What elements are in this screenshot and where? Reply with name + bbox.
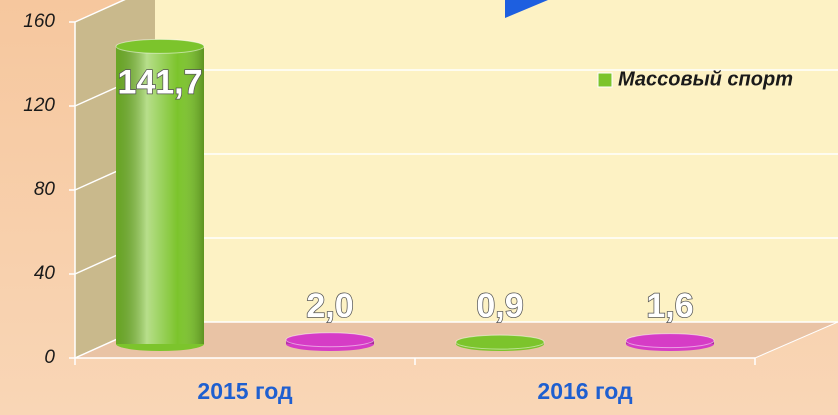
- callout-pointer: [505, 0, 548, 18]
- legend-label: Массовый спорт: [618, 68, 793, 90]
- y-tick-label: 120: [23, 95, 55, 116]
- y-tick-label: 80: [34, 179, 56, 200]
- value-label: 141,7: [117, 63, 202, 101]
- y-tick-label: 40: [34, 263, 56, 284]
- y-tick-label: 0: [44, 347, 55, 368]
- value-label: 0,9: [476, 287, 523, 325]
- back-wall: [155, 0, 838, 322]
- y-tick-label: 160: [23, 11, 55, 32]
- x-tick-label: 2015 год: [197, 378, 293, 404]
- bar-top: [115, 38, 205, 54]
- legend-swatch: [597, 72, 613, 88]
- bar-top: [625, 333, 715, 349]
- value-label: 1,6: [646, 287, 693, 325]
- bar-shine: [116, 46, 204, 345]
- x-tick-label: 2016 год: [537, 378, 633, 404]
- bar-top: [455, 334, 545, 350]
- grid-line: [74, 0, 126, 23]
- value-label: 2,0: [306, 287, 353, 325]
- bar-top: [285, 332, 375, 348]
